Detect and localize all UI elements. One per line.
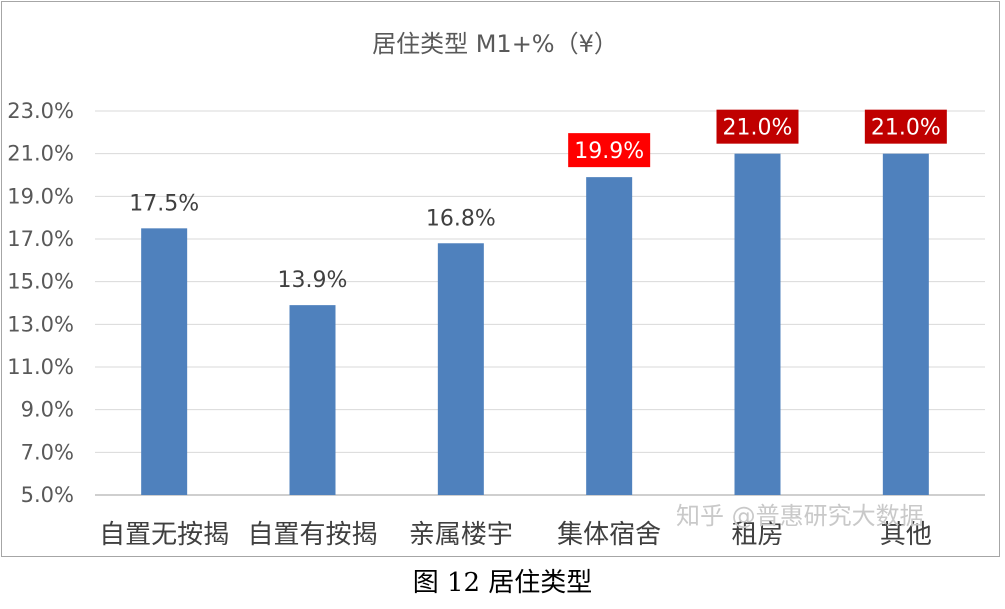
data-label-box: [568, 133, 651, 168]
y-tick-label: 13.0%: [7, 312, 74, 336]
data-label: 13.9%: [278, 268, 348, 293]
bar: [289, 305, 336, 495]
bar: [437, 243, 484, 495]
x-tick-label: 集体宿舍: [557, 520, 661, 550]
y-tick-label: 7.0%: [21, 440, 74, 464]
x-tick-label: 自置无按揭: [99, 520, 229, 550]
x-tick-label: 租房: [731, 520, 783, 550]
y-tick-label: 17.0%: [7, 227, 74, 251]
data-label: 16.8%: [426, 206, 496, 231]
y-tick-label: 9.0%: [21, 398, 74, 422]
data-label-box: [716, 109, 799, 144]
bar: [734, 153, 781, 495]
data-label-box: [864, 109, 947, 144]
data-label: 19.9%: [574, 139, 644, 164]
bar: [882, 153, 929, 495]
bar-chart: 居住类型 M1+%（¥） 5.0% 7.0% 9.0% 11.0% 13.0% 15.0% 1…: [7, 30, 985, 550]
y-tick-label: 11.0%: [7, 355, 74, 379]
data-label: 21.0%: [723, 116, 793, 141]
bar: [141, 228, 188, 496]
x-tick-label: 亲属楼宇: [409, 520, 513, 550]
bar: [586, 177, 633, 495]
data-label: 17.5%: [129, 191, 199, 216]
chart-title: 居住类型 M1+%（¥）: [372, 30, 618, 58]
figure-caption: 图 12 居住类型: [412, 568, 593, 598]
x-tick-label: 其他: [880, 520, 932, 550]
y-tick-label: 15.0%: [7, 270, 74, 294]
y-tick-label: 19.0%: [7, 184, 74, 208]
y-tick-label: 21.0%: [7, 142, 74, 166]
x-tick-label: 自置有按揭: [247, 520, 377, 550]
y-tick-label: 5.0%: [21, 483, 74, 507]
y-tick-label: 23.0%: [7, 99, 74, 123]
data-label: 21.0%: [871, 116, 941, 141]
watermark-text: 知乎 @普惠研究大数据: [676, 502, 924, 530]
